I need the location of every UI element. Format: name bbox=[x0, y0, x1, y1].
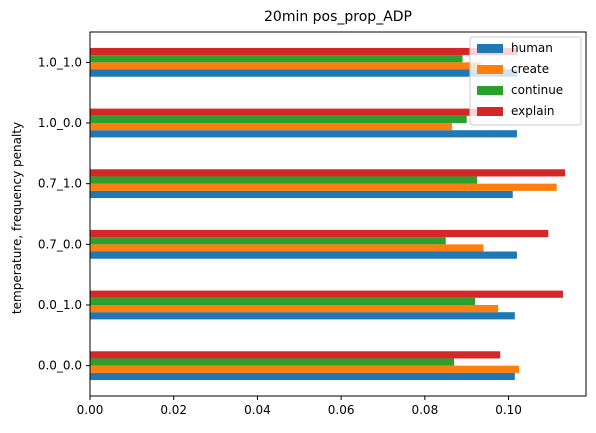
legend-label-explain: explain bbox=[511, 104, 555, 118]
bar-create-0.0_1.0 bbox=[90, 305, 499, 313]
y-tick-label: 0.0_1.0 bbox=[38, 298, 82, 312]
x-tick-label: 0.00 bbox=[77, 403, 104, 417]
bar-human-1.0_0.0 bbox=[90, 130, 517, 138]
bar-human-0.0_1.0 bbox=[90, 312, 515, 320]
bar-human-0.7_1.0 bbox=[90, 190, 513, 199]
bar-human-0.0_0.0 bbox=[90, 372, 515, 381]
bar-create-1.0_1.0 bbox=[90, 62, 482, 70]
bar-explain-0.0_0.0 bbox=[90, 351, 501, 359]
bar-create-0.7_1.0 bbox=[90, 183, 557, 191]
y-tick-label: 1.0_1.0 bbox=[38, 55, 82, 69]
y-tick-label: 0.7_0.0 bbox=[38, 237, 82, 251]
bar-create-1.0_0.0 bbox=[90, 123, 453, 131]
bar-continue-1.0_0.0 bbox=[90, 115, 467, 123]
legend-label-continue: continue bbox=[511, 83, 563, 97]
x-tick-label: 0.08 bbox=[411, 403, 438, 417]
y-tick-label: 0.0_0.0 bbox=[38, 359, 82, 373]
bar-explain-1.0_0.0 bbox=[90, 108, 492, 116]
bar-explain-0.0_1.0 bbox=[90, 290, 563, 298]
legend-label-create: create bbox=[511, 62, 549, 76]
y-axis-title: temperature, frequency penalty bbox=[10, 122, 24, 314]
plot-frame bbox=[89, 31, 587, 397]
chart-title: 20min pos_prop_ADP bbox=[264, 9, 412, 25]
legend-box bbox=[469, 36, 582, 126]
bar-continue-0.0_0.0 bbox=[90, 358, 455, 366]
legend-swatch-explain bbox=[477, 107, 503, 116]
bar-continue-0.0_1.0 bbox=[90, 297, 476, 305]
bar-create-0.7_0.0 bbox=[90, 244, 484, 252]
legend-swatch-continue bbox=[477, 86, 503, 95]
y-tick-label: 0.7_1.0 bbox=[38, 177, 82, 191]
legend-swatch-create bbox=[477, 65, 503, 74]
x-tick-label: 0.02 bbox=[160, 403, 187, 417]
legend: human create continue explain bbox=[469, 36, 582, 126]
x-tick-label: 0.06 bbox=[328, 403, 355, 417]
bar-human-0.7_0.0 bbox=[90, 251, 517, 259]
bars-layer bbox=[90, 47, 566, 381]
bar-create-0.0_0.0 bbox=[90, 365, 520, 373]
bar-continue-0.7_0.0 bbox=[90, 237, 446, 245]
legend-swatch-human bbox=[477, 44, 503, 53]
y-tick-label: 1.0_0.0 bbox=[38, 116, 82, 130]
x-tick-label: 0.10 bbox=[495, 403, 522, 417]
bar-explain-0.7_0.0 bbox=[90, 229, 549, 238]
bar-explain-1.0_1.0 bbox=[90, 47, 517, 56]
bar-continue-0.7_1.0 bbox=[90, 176, 478, 184]
x-tick-label: 0.04 bbox=[244, 403, 271, 417]
legend-label-human: human bbox=[511, 41, 553, 55]
bar-human-1.0_1.0 bbox=[90, 69, 517, 77]
bar-continue-1.0_1.0 bbox=[90, 55, 463, 63]
bar-explain-0.7_1.0 bbox=[90, 169, 566, 177]
axes-layer: 0.00 0.02 0.04 0.06 0.08 0.10 0.0_0.0 0.0_1.0 0.… bbox=[38, 31, 587, 417]
